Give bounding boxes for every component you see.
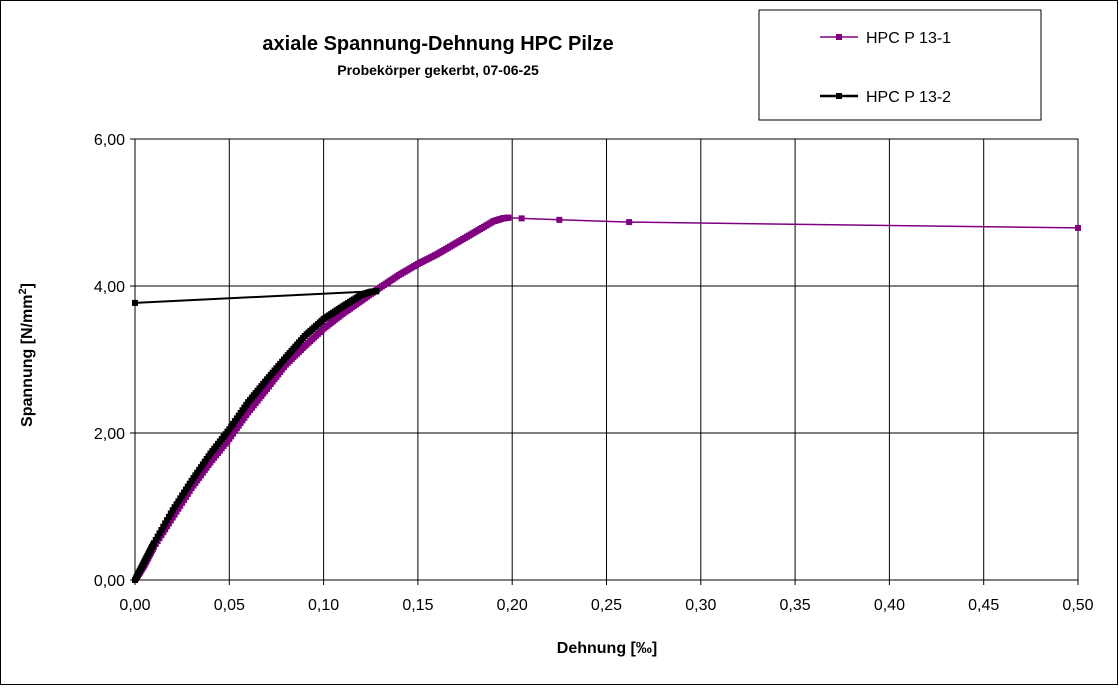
x-tick-label: 0,20 xyxy=(497,597,528,614)
data-point xyxy=(132,299,138,306)
x-tick-label: 0,10 xyxy=(308,597,339,614)
data-point xyxy=(167,510,174,517)
y-axis-label: Spannung [N/mm2] xyxy=(17,283,36,427)
y-axis-label-end: ] xyxy=(19,283,36,288)
data-point xyxy=(626,219,633,226)
data-point xyxy=(318,327,325,334)
data-point xyxy=(243,412,250,419)
data-point xyxy=(299,335,306,342)
data-point xyxy=(1075,224,1081,231)
data-point xyxy=(205,461,212,468)
x-axis-label: Dehnung [‰] xyxy=(557,640,657,657)
data-point xyxy=(356,299,363,306)
x-tick-label: 0,30 xyxy=(685,597,716,614)
x-tick-label: 0,45 xyxy=(968,597,999,614)
data-point xyxy=(450,241,457,248)
legend-marker-1 xyxy=(836,34,842,40)
data-point xyxy=(149,542,156,549)
data-point xyxy=(243,401,250,408)
data-point xyxy=(162,520,169,527)
data-point xyxy=(154,533,161,540)
plot-area: 0,00 0,05 0,10 0,15 0,20 0,25 0,30 0,35 0,40 0,45… xyxy=(94,132,1094,614)
x-tick-label: 0,50 xyxy=(1062,597,1093,614)
y-axis-label-sup: 2 xyxy=(17,288,29,294)
series-2 xyxy=(132,288,380,583)
data-point xyxy=(165,513,172,520)
data-point xyxy=(186,488,193,495)
data-point xyxy=(156,530,163,537)
data-point xyxy=(556,216,563,223)
data-point xyxy=(158,527,165,534)
legend-label-2: HPC P 13-2 xyxy=(866,89,951,106)
legend-marker-2 xyxy=(836,93,842,99)
x-tick-label: 0,25 xyxy=(591,597,622,614)
y-axis-label-main: Spannung [N/mm xyxy=(19,295,36,427)
legend: HPC P 13-1 HPC P 13-2 xyxy=(820,30,951,106)
legend-label-1: HPC P 13-1 xyxy=(866,30,951,47)
data-point xyxy=(280,364,287,371)
data-point xyxy=(160,523,167,530)
data-point xyxy=(394,273,401,280)
x-tick-label: 0,05 xyxy=(214,597,245,614)
data-point xyxy=(224,438,231,445)
chart-subtitle: Probekörper gekerbt, 07-06-25 xyxy=(337,62,539,78)
data-point xyxy=(518,215,525,222)
y-tick-label: 6,00 xyxy=(94,132,125,149)
data-point xyxy=(280,356,287,363)
data-point xyxy=(164,517,171,524)
data-point xyxy=(186,480,193,487)
chart-title: axiale Spannung-Dehnung HPC Pilze xyxy=(262,33,613,55)
data-point xyxy=(469,230,476,237)
data-point xyxy=(140,560,147,567)
y-tick-label: 0,00 xyxy=(94,573,125,590)
data-point xyxy=(152,536,159,543)
data-point xyxy=(262,378,269,385)
data-point xyxy=(372,288,379,295)
data-point xyxy=(413,262,420,269)
x-tick-label: 0,35 xyxy=(780,597,811,614)
data-point xyxy=(205,453,212,460)
x-tick-label: 0,40 xyxy=(874,597,905,614)
data-point xyxy=(504,214,511,221)
data-point xyxy=(167,517,174,524)
legend-box xyxy=(758,9,1042,121)
y-tick-label: 2,00 xyxy=(94,426,125,443)
y-tick-label: 4,00 xyxy=(94,279,125,296)
data-point xyxy=(318,317,325,324)
x-tick-label: 0,15 xyxy=(402,597,433,614)
x-tick-label: 0,00 xyxy=(119,597,150,614)
data-point xyxy=(337,304,344,311)
data-point xyxy=(431,252,438,259)
data-point xyxy=(299,345,306,352)
data-point xyxy=(337,312,344,319)
data-point xyxy=(262,388,269,395)
data-point xyxy=(224,428,231,435)
